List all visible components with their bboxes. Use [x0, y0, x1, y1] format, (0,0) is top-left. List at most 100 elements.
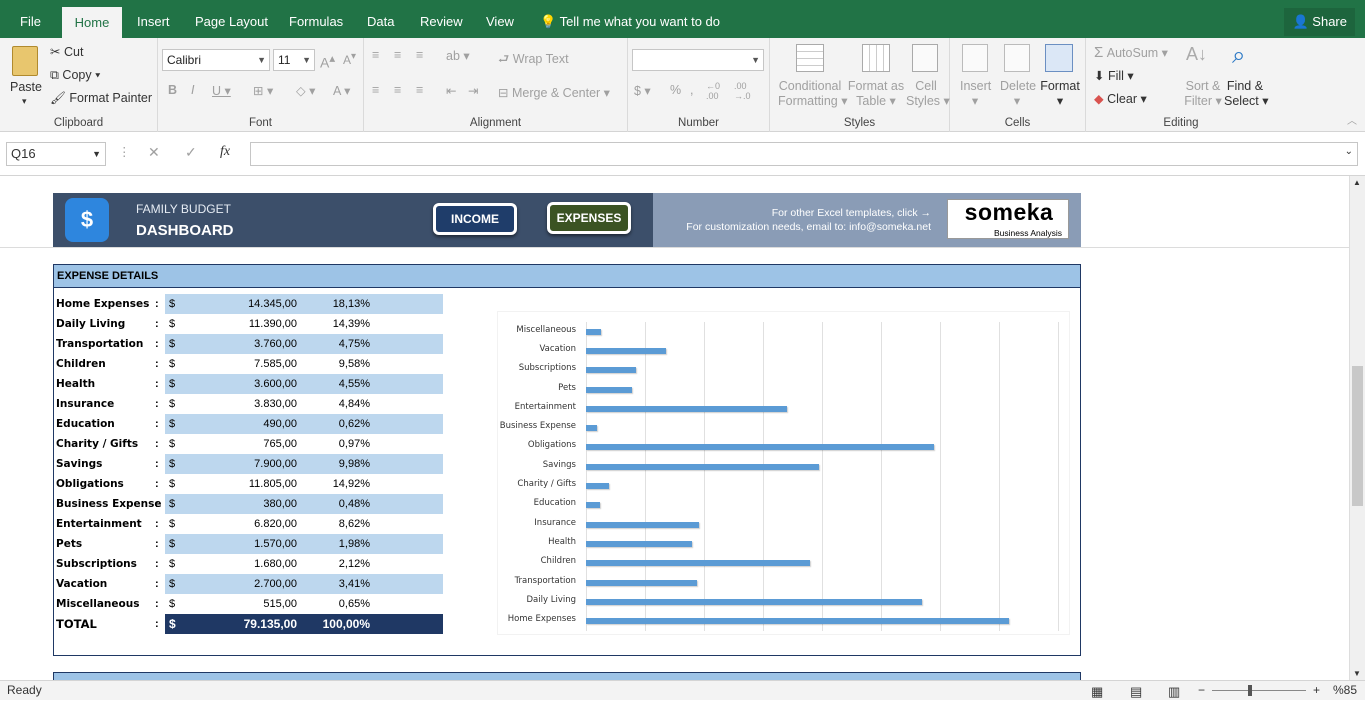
bold-icon[interactable]: B: [168, 83, 178, 97]
table-row[interactable]: Subscriptions: $1.680,00 2,12%: [55, 554, 443, 574]
percent-icon[interactable]: %: [670, 83, 682, 97]
autosum-button[interactable]: Σ AutoSum ▾: [1094, 44, 1168, 61]
decrease-indent-icon[interactable]: ⇤: [446, 84, 457, 98]
conditional-formatting-button[interactable]: Conditional Formatting ▾: [778, 79, 848, 108]
font-name-select[interactable]: Calibri ▼: [162, 49, 270, 71]
page-break-view-icon[interactable]: ▥: [1168, 684, 1181, 699]
zoom-out-icon[interactable]: −: [1198, 683, 1206, 697]
chart-bar[interactable]: [586, 444, 935, 451]
page-layout-view-icon[interactable]: ▤: [1130, 684, 1143, 699]
table-row[interactable]: Miscellaneous: $515,00 0,65%: [55, 594, 443, 614]
tab-review[interactable]: Review: [420, 14, 463, 29]
tab-insert[interactable]: Insert: [137, 14, 170, 29]
increase-decimal-icon[interactable]: ←0.00: [706, 81, 721, 101]
zoom-slider[interactable]: [1212, 690, 1306, 691]
paste-icon[interactable]: [12, 46, 38, 76]
chart-bar[interactable]: [586, 579, 697, 586]
expenses-button[interactable]: EXPENSES: [547, 202, 631, 234]
tab-page-layout[interactable]: Page Layout: [195, 14, 269, 29]
chevron-down-icon[interactable]: ▼: [92, 149, 101, 159]
orientation-icon[interactable]: ab ▾: [446, 49, 470, 63]
chart-bar[interactable]: [586, 502, 601, 509]
normal-view-icon[interactable]: ▦: [1091, 684, 1104, 699]
format-painter-button[interactable]: 🖌 Format Painter: [50, 91, 152, 106]
italic-icon[interactable]: I: [191, 83, 195, 97]
paste-button[interactable]: Paste: [10, 80, 42, 94]
cut-button[interactable]: ✂ Cut: [50, 44, 83, 59]
format-as-table-button[interactable]: Format as Table ▾: [847, 79, 905, 108]
paste-dropdown-icon[interactable]: ▾: [22, 96, 27, 106]
sort-filter-button[interactable]: Sort & Filter ▾: [1184, 79, 1222, 108]
chart-bar[interactable]: [586, 386, 633, 393]
worksheet[interactable]: $ FAMILY BUDGET DASHBOARD INCOME EXPENSE…: [0, 176, 1349, 680]
borders-icon[interactable]: ⊞ ▾: [253, 84, 274, 98]
zoom-level[interactable]: %85: [1333, 683, 1358, 697]
cell-styles-button[interactable]: Cell Styles ▾: [906, 79, 950, 108]
expense-bar-chart[interactable]: Miscellaneous Vacation Subscriptions Pets En…: [497, 311, 1070, 635]
insert-cells-button[interactable]: Insert ▾: [960, 79, 992, 108]
align-right-icon[interactable]: ≡: [416, 83, 424, 97]
chart-bar[interactable]: [586, 405, 788, 412]
font-size-select[interactable]: 11 ▼: [273, 49, 315, 71]
format-cells-button[interactable]: Format ▾: [1040, 79, 1080, 108]
formula-input[interactable]: ⌄: [250, 142, 1358, 166]
number-format-select[interactable]: ▼: [632, 49, 764, 71]
table-row[interactable]: Obligations: $11.805,00 14,92%: [55, 474, 443, 494]
tab-file[interactable]: File: [20, 14, 41, 29]
table-row[interactable]: Insurance: $3.830,00 4,84%: [55, 394, 443, 414]
name-box[interactable]: Q16 ▼: [6, 142, 106, 166]
expand-formula-icon[interactable]: ⌄: [1344, 146, 1353, 157]
underline-icon[interactable]: U ▾: [212, 84, 231, 98]
copy-button[interactable]: ⧉ Copy ▾: [50, 68, 101, 82]
table-row[interactable]: Daily Living: $11.390,00 14,39%: [55, 314, 443, 334]
scroll-down-icon[interactable]: ▼: [1353, 669, 1361, 678]
top-align-icon[interactable]: ≡: [372, 48, 380, 62]
bottom-align-icon[interactable]: ≡: [416, 48, 424, 62]
find-select-button[interactable]: Find & Select ▾: [1224, 79, 1269, 108]
fill-color-icon[interactable]: ◇ ▾: [296, 84, 316, 98]
delete-cells-button[interactable]: Delete ▾: [1000, 79, 1037, 108]
font-color-icon[interactable]: A ▾: [333, 84, 351, 98]
table-row[interactable]: Savings: $7.900,00 9,98%: [55, 454, 443, 474]
increase-font-icon[interactable]: A▴: [320, 52, 336, 71]
chart-bar[interactable]: [586, 521, 699, 528]
wrap-text-button[interactable]: ⮐ Wrap Text: [498, 50, 569, 71]
tab-home[interactable]: Home: [62, 7, 122, 38]
chart-bar[interactable]: [586, 425, 598, 432]
clear-button[interactable]: ◆ Clear ▾: [1094, 92, 1147, 106]
merge-center-button[interactable]: ⊟ Merge & Center ▾: [498, 86, 610, 100]
align-center-icon[interactable]: ≡: [394, 83, 402, 97]
table-row[interactable]: Home Expenses: $14.345,00 18,13%: [55, 294, 443, 314]
table-row[interactable]: Entertainment: $6.820,00 8,62%: [55, 514, 443, 534]
middle-align-icon[interactable]: ≡: [394, 48, 402, 62]
tab-view[interactable]: View: [486, 14, 514, 29]
chart-bar[interactable]: [586, 463, 820, 470]
decrease-decimal-icon[interactable]: .00 →.0: [734, 81, 751, 101]
scroll-thumb[interactable]: [1352, 366, 1363, 506]
vertical-scrollbar[interactable]: ▲ ▼: [1349, 176, 1365, 680]
zoom-in-icon[interactable]: +: [1313, 683, 1321, 697]
tab-data[interactable]: Data: [367, 14, 395, 29]
chart-bar[interactable]: [586, 483, 609, 490]
chart-bar[interactable]: [586, 367, 636, 374]
tell-me-box[interactable]: 💡 Tell me what you want to do: [540, 0, 720, 38]
table-row[interactable]: Education: $490,00 0,62%: [55, 414, 443, 434]
chart-bar[interactable]: [586, 328, 602, 335]
table-row[interactable]: Charity / Gifts: $765,00 0,97%: [55, 434, 443, 454]
zoom-slider-thumb[interactable]: [1248, 685, 1252, 696]
table-row[interactable]: Vacation: $2.700,00 3,41%: [55, 574, 443, 594]
function-icon[interactable]: fx: [220, 144, 231, 159]
chart-bar[interactable]: [586, 598, 922, 605]
currency-icon[interactable]: $ ▾: [634, 84, 651, 98]
align-left-icon[interactable]: ≡: [372, 83, 380, 97]
promo-line-2[interactable]: For customization needs, email to: info@…: [686, 221, 931, 233]
collapse-ribbon-icon[interactable]: ︿: [1347, 116, 1357, 127]
increase-indent-icon[interactable]: ⇥: [468, 84, 479, 98]
table-row[interactable]: Transportation: $3.760,00 4,75%: [55, 334, 443, 354]
fill-button[interactable]: ⬇ Fill ▾: [1094, 69, 1134, 83]
scroll-up-icon[interactable]: ▲: [1353, 178, 1361, 187]
table-row[interactable]: Health: $3.600,00 4,55%: [55, 374, 443, 394]
chart-bar[interactable]: [586, 540, 693, 547]
table-row[interactable]: Pets: $1.570,00 1,98%: [55, 534, 443, 554]
tab-formulas[interactable]: Formulas: [289, 14, 344, 29]
